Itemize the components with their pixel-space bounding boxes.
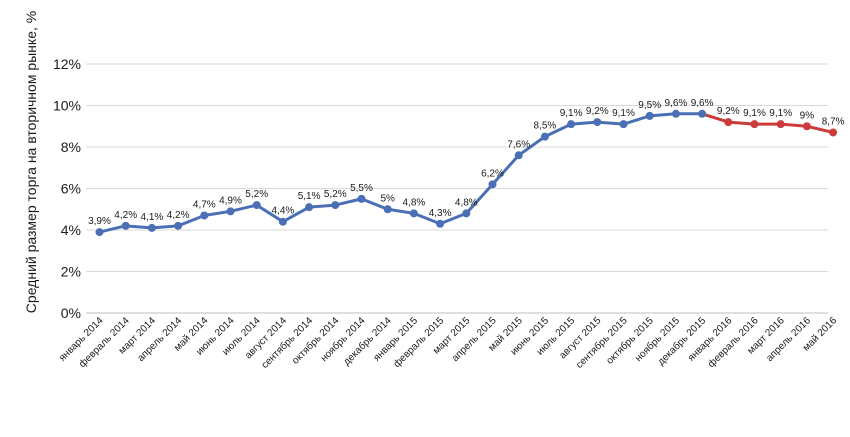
data-label: 5% xyxy=(380,193,395,204)
data-label: 4,4% xyxy=(272,206,295,217)
data-point xyxy=(776,120,785,129)
data-label: 9,6% xyxy=(691,98,714,109)
data-point xyxy=(698,109,707,118)
data-point xyxy=(278,217,287,226)
data-label: 8,5% xyxy=(534,121,557,132)
data-label: 7,6% xyxy=(507,139,530,150)
data-points xyxy=(95,109,838,237)
data-label: 3,9% xyxy=(88,216,111,227)
data-label: 4,3% xyxy=(429,208,452,219)
data-label: 9,2% xyxy=(717,106,740,117)
y-axis-label: Средний размер торга на вторичном рынке,… xyxy=(23,11,39,313)
data-label: 9,2% xyxy=(586,106,609,117)
data-label: 9,1% xyxy=(769,108,792,119)
series-lines xyxy=(98,112,835,234)
data-point xyxy=(802,122,811,131)
grid-layer xyxy=(86,63,828,314)
data-point xyxy=(226,207,235,216)
data-label: 4,1% xyxy=(141,212,164,223)
data-label: 9,5% xyxy=(638,100,661,111)
data-point xyxy=(645,111,654,120)
data-label: 5,5% xyxy=(350,183,373,194)
data-label: 6,2% xyxy=(481,168,504,179)
y-axis-ticks: 0% 2% 4% 6% 8% 10% 12% xyxy=(53,56,81,321)
data-point xyxy=(147,223,156,232)
data-label: 9% xyxy=(800,110,815,121)
data-label: 4,8% xyxy=(403,197,426,208)
data-point xyxy=(540,132,549,141)
series-line-1 xyxy=(98,112,704,234)
data-point xyxy=(750,120,759,129)
data-label: 9,1% xyxy=(743,108,766,119)
data-label: 4,2% xyxy=(167,210,190,221)
x-tick-label: ноябрь 2014 xyxy=(318,314,368,364)
data-point xyxy=(567,120,576,129)
y-tick-label: 10% xyxy=(53,98,81,114)
series-line-2 xyxy=(700,112,835,134)
data-label: 5,1% xyxy=(298,191,321,202)
data-label: 5,2% xyxy=(245,189,268,200)
y-tick-label: 6% xyxy=(61,181,81,197)
data-label: 9,6% xyxy=(665,98,688,109)
data-point xyxy=(514,151,523,160)
data-point xyxy=(829,128,838,137)
data-labels: 3,9%4,2% 4,1% 4,2%4,7% 4,9%5,2%4,4%5,1% 5,2%… xyxy=(88,98,845,227)
y-tick-label: 12% xyxy=(53,56,81,72)
data-point xyxy=(383,205,392,214)
data-label: 9,1% xyxy=(612,108,635,119)
data-point xyxy=(357,194,366,203)
data-point xyxy=(174,221,183,230)
data-point xyxy=(252,201,261,210)
data-point xyxy=(619,120,628,129)
data-label: 4,2% xyxy=(114,210,137,221)
y-tick-label: 0% xyxy=(61,305,81,321)
data-point xyxy=(671,109,680,118)
data-label: 9,1% xyxy=(560,108,583,119)
data-point xyxy=(462,209,471,218)
data-point xyxy=(436,219,445,228)
data-label: 5,2% xyxy=(324,189,347,200)
data-point xyxy=(305,203,314,212)
data-point xyxy=(200,211,209,220)
data-point xyxy=(593,118,602,127)
data-point xyxy=(488,180,497,189)
x-tick-label: ноябрь 2015 xyxy=(633,314,683,364)
y-tick-label: 4% xyxy=(61,222,81,238)
data-point xyxy=(724,118,733,127)
y-tick-label: 2% xyxy=(61,264,81,280)
data-label: 4,7% xyxy=(193,199,216,210)
y-tick-label: 8% xyxy=(61,139,81,155)
data-label: 4,8% xyxy=(455,197,478,208)
data-point xyxy=(409,209,418,218)
data-point xyxy=(121,221,130,230)
data-point xyxy=(95,228,104,237)
data-label: 8,7% xyxy=(822,116,845,127)
data-point xyxy=(331,201,340,210)
data-label: 4,9% xyxy=(219,195,242,206)
